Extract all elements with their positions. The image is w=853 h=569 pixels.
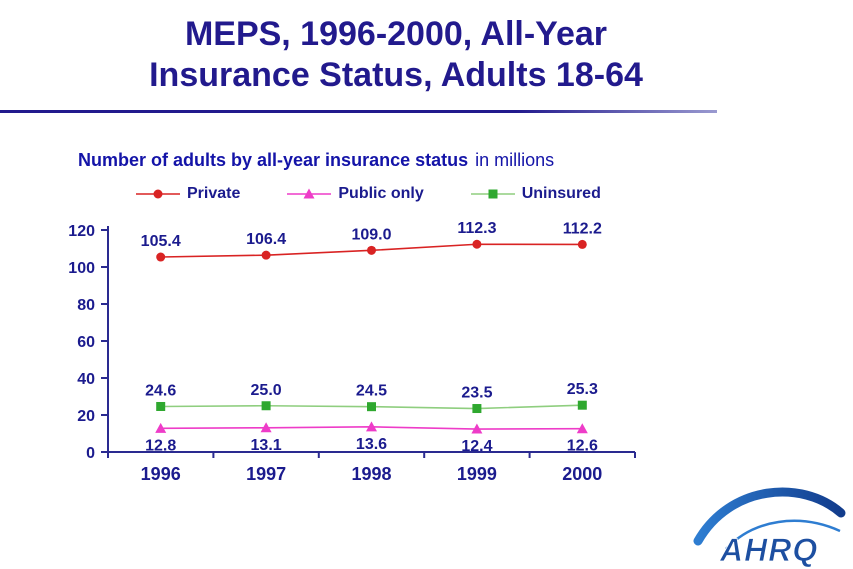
data-point — [156, 252, 166, 262]
public-only-series-marker-icon — [287, 188, 332, 199]
y-tick-label: 80 — [77, 297, 95, 314]
chart-subtitle-unit: in millions — [475, 150, 555, 170]
y-tick-label: 20 — [77, 408, 95, 425]
data-label: 12.6 — [567, 438, 598, 455]
slide-title-line1: MEPS, 1996-2000, All-Year — [184, 15, 608, 53]
data-point — [260, 422, 272, 433]
series-uninsured: 24.6 25.0 24.5 23.5 25.3 — [145, 381, 598, 414]
data-label: 106.4 — [246, 231, 286, 248]
data-label: 12.4 — [461, 438, 492, 455]
data-point — [472, 404, 482, 414]
chart-subtitle-text: Number of adults by all-year insurance s… — [78, 150, 469, 170]
y-tick-label: 0 — [86, 445, 95, 462]
data-label: 25.3 — [567, 381, 598, 398]
x-tick-label: 1997 — [246, 464, 286, 484]
data-label: 112.2 — [563, 220, 602, 237]
data-point — [367, 402, 376, 412]
series-private: 105.4 106.4 109.0 112.3 112.2 — [141, 220, 602, 262]
data-label: 24.6 — [145, 382, 176, 399]
x-tick-label: 1998 — [351, 464, 391, 484]
title-underline — [0, 110, 717, 113]
y-tick-label: 100 — [68, 260, 95, 277]
chart-subtitle: Number of adults by all-year insurance s… — [78, 150, 554, 171]
axes: 0 20 40 60 80 100 120 1996 1997 1998 1999 2000 — [68, 223, 636, 484]
data-label: 112.3 — [457, 220, 496, 237]
chart-legend: Private Public only Uninsured — [135, 185, 601, 203]
data-point — [261, 401, 271, 411]
data-label: 24.5 — [356, 383, 387, 400]
data-label: 13.6 — [356, 436, 387, 453]
data-label: 105.4 — [141, 233, 181, 250]
legend-label-public-only: Public only — [338, 185, 424, 202]
data-label: 12.8 — [145, 437, 176, 454]
series-public-only: 12.8 13.1 13.6 12.4 12.6 — [145, 421, 598, 455]
ahrq-logo: AHRQ — [693, 487, 846, 567]
logo-swoosh-icon — [693, 487, 846, 546]
x-tick-label: 2000 — [562, 464, 602, 484]
legend-item-private: Private — [135, 185, 240, 203]
data-point — [576, 423, 588, 434]
data-point — [472, 239, 482, 249]
slide-title: MEPS, 1996-2000, All-Year Insurance Stat… — [0, 14, 792, 97]
y-tick-label: 60 — [77, 334, 95, 351]
y-tick-label: 40 — [77, 371, 95, 388]
data-point — [577, 400, 587, 410]
slide-title-line2: Insurance Status, Adults 18-64 — [149, 56, 643, 95]
data-point — [367, 245, 376, 255]
private-series-marker-icon — [136, 189, 180, 199]
line-chart: 0 20 40 60 80 100 120 1996 1997 1998 1999 2000 105.4… — [68, 220, 636, 484]
uninsured-series-marker-icon — [470, 189, 515, 199]
data-label: 109.0 — [351, 226, 391, 243]
logo-swoosh-thin-icon — [725, 519, 841, 550]
legend-label-uninsured: Uninsured — [521, 185, 601, 202]
y-tick-label: 120 — [68, 223, 95, 240]
data-point — [155, 422, 167, 433]
data-label: 25.0 — [251, 382, 282, 399]
data-point — [156, 401, 166, 411]
legend-item-public-only: Public only — [286, 185, 424, 203]
legend-label-private: Private — [187, 185, 241, 202]
data-label: 13.1 — [251, 437, 282, 454]
data-point — [471, 423, 483, 434]
legend-item-uninsured: Uninsured — [470, 185, 601, 203]
data-point — [366, 421, 377, 432]
x-tick-label: 1996 — [141, 464, 181, 484]
data-point — [261, 250, 271, 260]
logo-text: AHRQ — [719, 532, 818, 567]
data-label: 23.5 — [461, 385, 492, 402]
data-point — [577, 239, 587, 249]
x-tick-label: 1999 — [457, 464, 497, 484]
